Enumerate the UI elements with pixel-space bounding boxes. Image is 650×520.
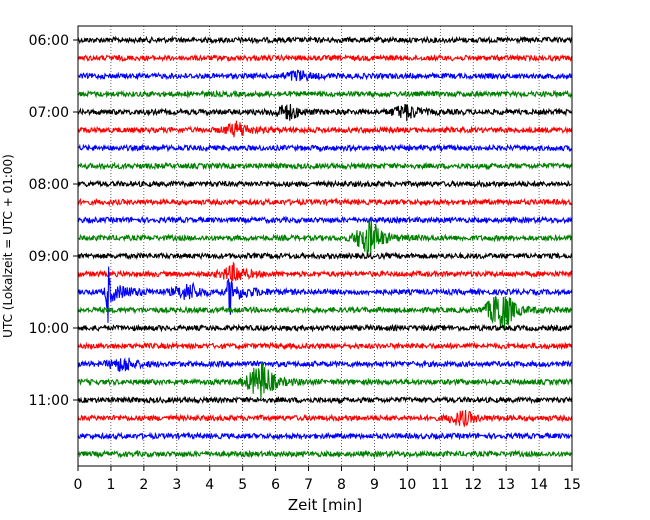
- trace-1000: [77, 323, 573, 333]
- trace-0700: [77, 103, 573, 122]
- x-tick-label: 5: [238, 477, 247, 493]
- trace-1100: [77, 395, 573, 405]
- x-tick-label: 7: [304, 477, 313, 493]
- trace-0630: [77, 69, 573, 83]
- x-tick-label: 6: [271, 477, 280, 493]
- trace-0615: [77, 53, 573, 63]
- trace-0715: [77, 120, 573, 138]
- y-axis-ticks: 06:00 07:00 08:00 09:00 10:00 11:00: [29, 33, 78, 409]
- trace-0845: [77, 218, 573, 256]
- trace-0730: [77, 143, 573, 153]
- x-tick-label: 12: [464, 477, 482, 493]
- trace-0745: [77, 161, 573, 171]
- trace-1145: [77, 449, 572, 459]
- x-tick-label: 2: [139, 477, 148, 493]
- x-tick-label: 8: [337, 477, 346, 493]
- y-tick-label: 07:00: [29, 105, 69, 121]
- x-axis-ticks: 0 1 2 3 4 5 6 7 8 9 10 11 12 13 14 15: [74, 466, 581, 493]
- trace-0645: [77, 89, 573, 99]
- trace-0900: [77, 251, 573, 261]
- y-tick-label: 06:00: [29, 33, 69, 49]
- x-tick-label: 14: [530, 477, 548, 493]
- x-tick-label: 4: [205, 477, 214, 493]
- y-tick-label: 11:00: [29, 393, 69, 409]
- x-tick-label: 13: [497, 477, 515, 493]
- plot-frame: [77, 25, 573, 467]
- x-axis-label: Zeit [min]: [288, 496, 362, 514]
- trace-0800: [77, 179, 573, 189]
- trace-0815: [77, 197, 572, 207]
- x-tick-label: 3: [172, 477, 181, 493]
- x-tick-label: 0: [74, 477, 83, 493]
- x-tick-label: 9: [370, 477, 379, 493]
- seismic-traces: [77, 35, 573, 459]
- trace-0830: [77, 215, 573, 225]
- trace-1030: [77, 357, 572, 373]
- trace-0915: [77, 261, 573, 282]
- x-tick-label: 11: [431, 477, 449, 493]
- trace-0930: [77, 266, 573, 323]
- trace-1130: [77, 431, 573, 441]
- y-tick-label: 10:00: [29, 321, 69, 337]
- y-tick-label: 09:00: [29, 249, 69, 265]
- y-axis-label: UTC (Lokalzeit = UTC + 01:00): [1, 154, 15, 338]
- x-tick-label: 1: [106, 477, 115, 493]
- y-tick-label: 08:00: [29, 177, 69, 193]
- x-tick-label: 15: [563, 477, 581, 493]
- trace-1015: [77, 341, 573, 351]
- x-tick-label: 10: [398, 477, 416, 493]
- trace-0600: [77, 35, 573, 45]
- trace-1045: [77, 361, 573, 400]
- trace-1115: [77, 409, 573, 427]
- trace-0945: [77, 296, 573, 332]
